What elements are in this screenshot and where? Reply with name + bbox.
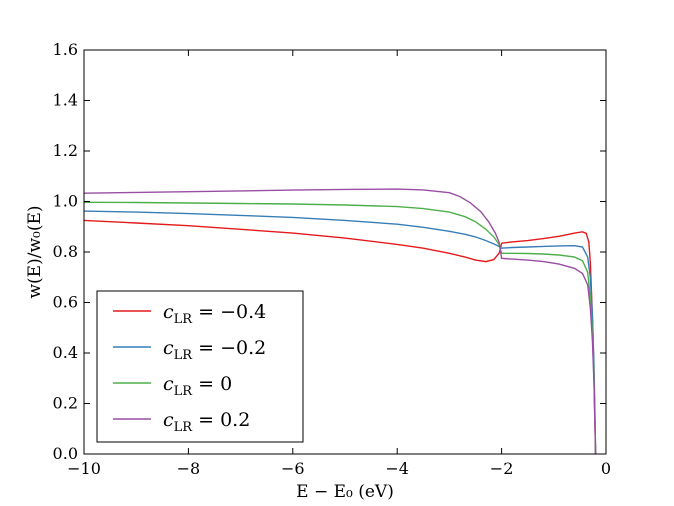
x-tick-label: −10 [67,459,101,478]
legend-label: cLR = −0.2 [163,337,266,363]
legend: cLR = −0.4 cLR = −0.2 cLR = 0 cLR = 0.2 [96,290,304,443]
y-tick-label: 1.4 [53,91,78,110]
series-line-3 [84,188,597,454]
y-tick-label: 0.0 [53,444,78,463]
y-tick-label: 1.0 [53,192,78,211]
x-tick-label: 0 [601,459,611,478]
legend-label: cLR = 0 [163,373,232,399]
ticks-layer: −10 −8 −6 −4 −2 0 0.0 0.2 0.4 0.6 0.8 1.0 1.2 1.4 1.6 [53,40,612,478]
x-tick-label: −8 [177,459,201,478]
series-layer [84,188,597,454]
legend-label: cLR = 0.2 [163,409,250,435]
y-tick-label: 1.2 [53,141,78,160]
x-tick-label: −6 [281,459,305,478]
x-tick-label: −2 [490,459,514,478]
y-tick-label: 1.6 [53,40,78,59]
x-tick-label: −4 [385,459,409,478]
y-tick-label: 0.4 [53,343,78,362]
y-tick-label: 0.2 [53,394,78,413]
y-tick-label: 0.8 [53,242,78,261]
x-axis-label: E − E₀ (eV) [296,482,394,502]
y-axis-label: w(E)/w₀(E) [25,206,45,299]
legend-label: cLR = −0.4 [163,301,266,327]
y-tick-label: 0.6 [53,293,78,312]
plot-frame [83,49,607,455]
legend-box [96,290,304,443]
